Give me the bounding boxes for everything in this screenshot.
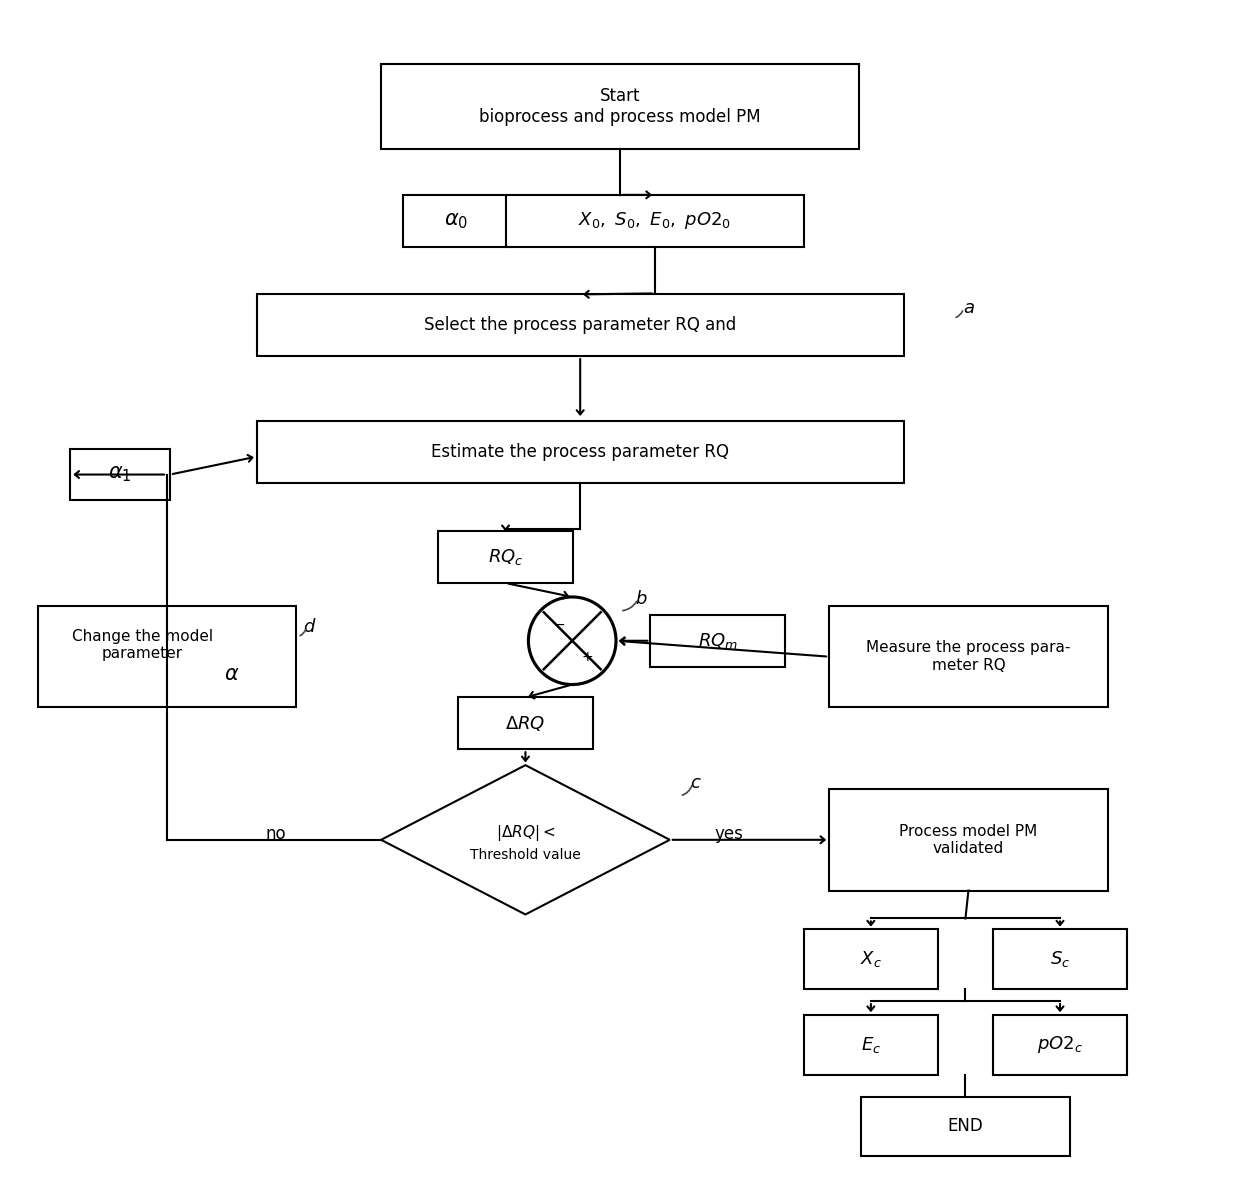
Bar bbox=[830, 606, 1107, 707]
Bar bbox=[257, 421, 904, 482]
Circle shape bbox=[528, 597, 616, 685]
Bar bbox=[993, 1015, 1127, 1075]
Text: $-$: $-$ bbox=[553, 617, 565, 631]
Text: END: END bbox=[947, 1118, 983, 1135]
Text: yes: yes bbox=[714, 825, 744, 843]
Text: $X_0,\ S_0,\ E_0,\ pO2_0$: $X_0,\ S_0,\ E_0,\ pO2_0$ bbox=[578, 210, 732, 231]
Bar bbox=[861, 1096, 1070, 1157]
Text: $\alpha_0$: $\alpha_0$ bbox=[444, 211, 467, 231]
Bar bbox=[804, 929, 939, 989]
Bar bbox=[71, 449, 170, 500]
Bar bbox=[804, 1015, 939, 1075]
Text: Change the model
parameter: Change the model parameter bbox=[72, 628, 213, 661]
Text: Measure the process para-
meter RQ: Measure the process para- meter RQ bbox=[867, 640, 1070, 673]
Bar bbox=[403, 195, 508, 246]
Bar bbox=[993, 929, 1127, 989]
Bar bbox=[438, 532, 573, 584]
Text: $pO2_c$: $pO2_c$ bbox=[1037, 1034, 1083, 1055]
Text: $b$: $b$ bbox=[635, 590, 647, 608]
Text: $\alpha_1$: $\alpha_1$ bbox=[108, 465, 133, 485]
Polygon shape bbox=[381, 765, 670, 915]
Text: Start
bioprocess and process model PM: Start bioprocess and process model PM bbox=[479, 87, 761, 126]
Bar bbox=[381, 64, 859, 149]
Text: $RQ_m$: $RQ_m$ bbox=[698, 631, 738, 651]
Bar bbox=[506, 195, 805, 246]
Text: Threshold value: Threshold value bbox=[470, 848, 580, 862]
Text: $\alpha$: $\alpha$ bbox=[224, 665, 239, 684]
Text: Process model PM
validated: Process model PM validated bbox=[899, 824, 1038, 856]
Text: $X_c$: $X_c$ bbox=[859, 949, 882, 969]
Text: Estimate the process parameter RQ: Estimate the process parameter RQ bbox=[432, 442, 729, 461]
Text: $+$: $+$ bbox=[582, 651, 594, 665]
Bar bbox=[459, 698, 593, 749]
Text: $c$: $c$ bbox=[689, 775, 702, 792]
Text: $E_c$: $E_c$ bbox=[861, 1035, 880, 1055]
Bar bbox=[830, 789, 1107, 890]
Text: $\Delta RQ$: $\Delta RQ$ bbox=[505, 713, 546, 733]
Text: no: no bbox=[265, 825, 286, 843]
Bar bbox=[257, 295, 904, 356]
Text: Select the process parameter RQ and: Select the process parameter RQ and bbox=[424, 316, 737, 335]
Text: $a$: $a$ bbox=[963, 299, 976, 317]
Text: $|\Delta RQ|<$: $|\Delta RQ|<$ bbox=[496, 823, 556, 843]
Bar bbox=[650, 615, 785, 666]
Text: $S_c$: $S_c$ bbox=[1050, 949, 1070, 969]
Text: $RQ_c$: $RQ_c$ bbox=[487, 547, 523, 567]
Bar bbox=[37, 606, 296, 707]
Text: $d$: $d$ bbox=[304, 618, 317, 635]
